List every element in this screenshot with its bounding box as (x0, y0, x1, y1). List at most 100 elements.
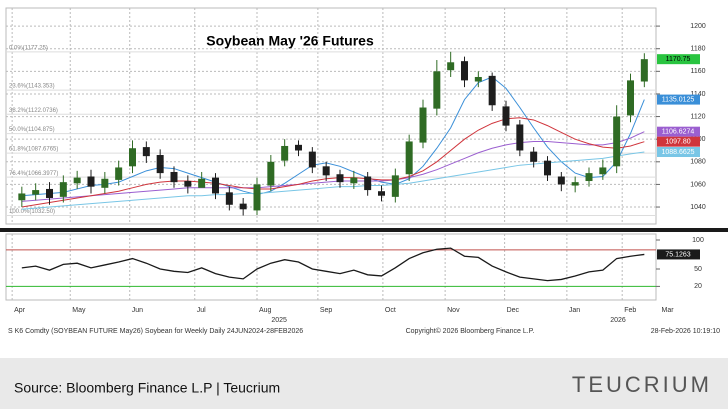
y-tick-label: 50 (694, 266, 702, 273)
candle-body (544, 160, 551, 176)
fib-label: 23.6%(1143.353) (9, 84, 55, 90)
moving-average (21, 117, 645, 208)
candle-body (156, 155, 164, 174)
last-value-box (657, 136, 700, 147)
last-value-label: 75.1263 (665, 251, 690, 258)
candle-body (73, 177, 81, 184)
candle-body (239, 203, 247, 210)
fib-label: 100.0%(1032.50) (9, 209, 55, 215)
candle-body (46, 188, 53, 198)
candle-body (627, 80, 634, 116)
candle-body (295, 144, 302, 151)
candle-body (405, 141, 413, 175)
candle-body (599, 167, 607, 175)
y-tick-label: 1040 (690, 204, 706, 211)
source-band (0, 358, 728, 409)
last-value-box (657, 54, 700, 65)
candle-body (502, 106, 510, 126)
x-tick-label: Jan (569, 307, 580, 314)
candle-body (530, 151, 538, 162)
chart-title: Soybean May '26 Futures (206, 33, 374, 49)
candle-body (170, 171, 178, 183)
last-value-label: 1106.6274 (662, 129, 695, 136)
x-tick-label: Feb (624, 307, 636, 314)
candle-body (378, 191, 385, 196)
fib-label: 76.4%(1066.3977) (9, 171, 58, 177)
year-label: 2026 (610, 317, 626, 324)
y-tick-label: 1080 (690, 159, 706, 166)
y-tick-label: 1140 (690, 91, 705, 98)
brand: TEUCRIUM (572, 372, 712, 397)
candle-body (281, 145, 289, 161)
price-panel (5, 7, 657, 225)
x-tick-label: Sep (320, 307, 333, 314)
source: Source: Bloomberg Finance L.P | Teucrium (14, 380, 280, 396)
moving-average (21, 131, 645, 202)
x-tick-label: Mar (662, 307, 675, 314)
x-tick-label: Apr (14, 307, 26, 314)
candle-body (267, 161, 275, 186)
candle-body (391, 175, 399, 197)
last-value-label: 1170.75 (666, 56, 691, 63)
candle-body (212, 177, 219, 194)
candle-body (350, 177, 358, 184)
y-tick-label: 1180 (690, 46, 705, 53)
last-value-box (657, 147, 700, 158)
candle-body (571, 182, 579, 186)
last-value-label: 1135.0125 (662, 96, 695, 103)
candle-body (87, 176, 95, 187)
last-value-box (657, 249, 700, 260)
moving-average (21, 151, 645, 210)
last-value-box (657, 126, 700, 137)
fib-label: 61.8%(1087.6765) (9, 147, 58, 153)
candle-body (32, 190, 40, 195)
candle-body (585, 173, 593, 182)
candle-body (557, 176, 565, 185)
footer-center: Copyright© 2026 Bloomberg Finance L.P. (406, 327, 535, 335)
candle-body (308, 151, 316, 168)
candle-body (336, 174, 344, 183)
y-tick-label: 1120 (690, 113, 705, 120)
footer-right: 28-Feb-2026 10:19:10 (651, 328, 720, 335)
x-tick-label: Aug (259, 307, 272, 314)
candle-body (613, 116, 621, 167)
y-tick-label: 100 (692, 237, 704, 244)
last-value-label: 1097.80 (665, 139, 690, 146)
fib-label: 50.0%(1104.875) (9, 127, 55, 133)
fib-label: 38.2%(1122.0736) (9, 108, 58, 114)
candle-body (115, 167, 123, 180)
x-tick-label: Dec (507, 307, 520, 314)
candle-body (142, 147, 150, 157)
candle-body (447, 62, 455, 71)
candle-body (18, 193, 26, 201)
y-tick-label: 1060 (690, 181, 706, 188)
x-tick-label: Jul (197, 307, 206, 314)
candle-body (253, 184, 261, 211)
last-value-label: 1088.6625 (661, 149, 694, 156)
y-tick-label: 1160 (690, 68, 705, 75)
candle-body (488, 75, 496, 106)
year-label: 2025 (271, 317, 287, 324)
x-tick-label: Nov (447, 307, 460, 314)
candle-body (474, 76, 482, 82)
candle-body (198, 178, 206, 188)
candle-body (419, 107, 427, 143)
candle-body (640, 59, 648, 82)
candle-body (322, 166, 330, 176)
candle-body (516, 124, 524, 151)
last-value-box (657, 94, 700, 105)
candle-body (101, 178, 109, 188)
candle-body (184, 181, 192, 187)
x-tick-label: Jun (132, 307, 143, 314)
candle-body (461, 61, 468, 81)
candle-body (364, 176, 372, 191)
moving-average (21, 76, 645, 197)
y-tick-label: 20 (694, 283, 702, 290)
footer-left: S K6 Comdty (SOYBEAN FUTURE May26) Soybe… (8, 328, 303, 335)
rsi-panel (5, 233, 657, 301)
rsi-line (21, 247, 645, 282)
y-tick-label: 1200 (690, 23, 706, 30)
fib-label: 0.0%(1177.25) (9, 45, 48, 51)
candle-body (129, 148, 136, 167)
candle-body (225, 192, 233, 205)
